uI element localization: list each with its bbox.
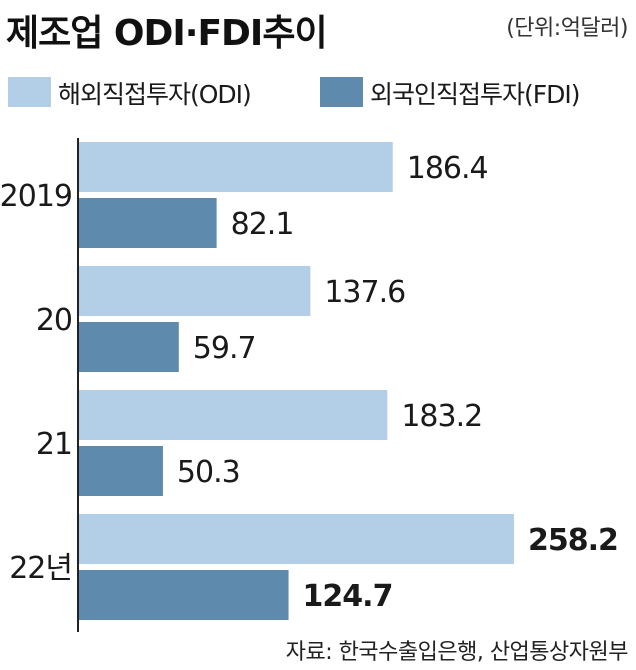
unit-label: (단위:억달러) [506, 16, 628, 41]
legend: 해외직접투자(ODI) 외국인직접투자(FDI) [8, 72, 636, 112]
data-label-fdi-2: 50.3 [177, 455, 240, 490]
data-label-odi-3: 258.2 [528, 523, 618, 558]
legend-swatch-fdi [320, 77, 363, 107]
chart-title: 제조업 ODI·FDI추이 [6, 13, 328, 54]
legend-label-odi: 해외직접투자(ODI) [58, 80, 252, 109]
bar-odi-2 [78, 390, 388, 440]
category-label-3: 22년 [9, 551, 72, 586]
data-label-odi-2: 183.2 [401, 399, 482, 434]
category-label-2: 21 [36, 427, 72, 462]
bar-fdi-2 [78, 446, 163, 496]
bar-fdi-0 [78, 198, 217, 248]
data-label-odi-1: 137.6 [324, 275, 405, 310]
data-label-odi-0: 186.4 [407, 151, 488, 186]
legend-label-fdi: 외국인직접투자(FDI) [370, 80, 581, 109]
bar-odi-3 [78, 514, 514, 564]
bar-fdi-1 [78, 322, 179, 372]
legend-swatch-odi [8, 77, 51, 107]
data-label-fdi-3: 124.7 [303, 579, 393, 614]
data-label-fdi-0: 82.1 [231, 207, 294, 242]
bar-odi-0 [78, 142, 393, 192]
bar-odi-1 [78, 266, 311, 316]
data-label-fdi-1: 59.7 [193, 331, 256, 366]
category-label-0: 2019 [0, 179, 72, 214]
category-label-1: 20 [36, 303, 72, 338]
source-note: 자료: 한국수출입은행, 산업통상자원부 [285, 640, 629, 665]
bar-fdi-3 [78, 570, 289, 620]
